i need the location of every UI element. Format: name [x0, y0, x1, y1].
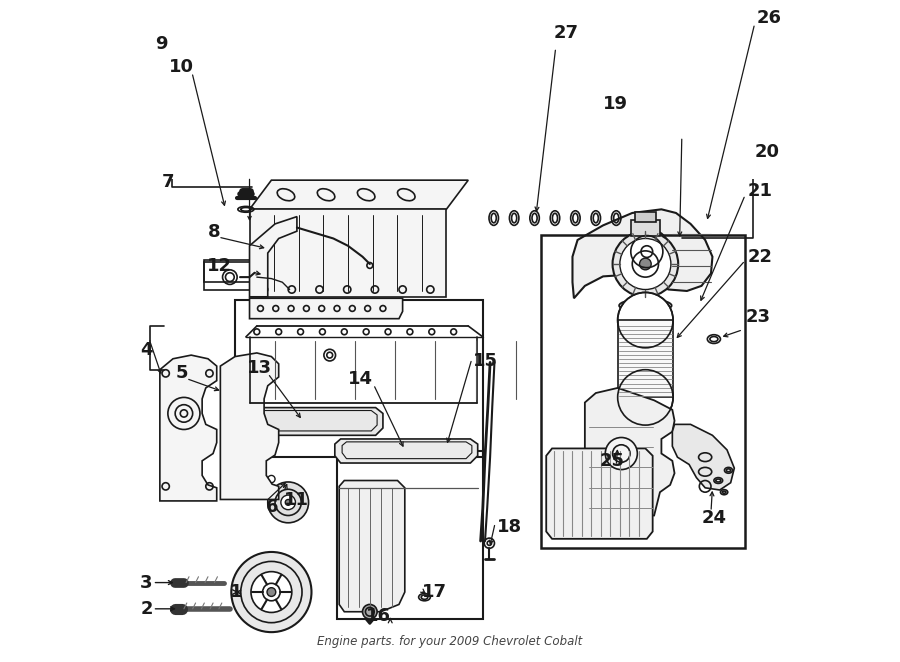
Polygon shape	[220, 353, 279, 499]
Circle shape	[252, 267, 262, 278]
Circle shape	[224, 373, 231, 381]
Polygon shape	[546, 448, 652, 539]
Circle shape	[267, 373, 275, 381]
Text: 14: 14	[348, 370, 373, 389]
Ellipse shape	[625, 302, 667, 310]
Text: 3: 3	[140, 573, 153, 592]
Circle shape	[281, 495, 295, 510]
Ellipse shape	[357, 189, 375, 201]
Text: 11: 11	[284, 491, 309, 508]
Polygon shape	[249, 216, 297, 297]
Circle shape	[267, 482, 309, 523]
Circle shape	[617, 293, 673, 348]
Text: 6: 6	[266, 498, 279, 516]
Bar	[541, 235, 745, 548]
Circle shape	[613, 231, 679, 297]
Text: 26: 26	[756, 9, 781, 27]
Text: 25: 25	[599, 452, 625, 470]
Text: 12: 12	[206, 257, 231, 275]
Circle shape	[324, 350, 336, 361]
Polygon shape	[339, 481, 405, 612]
Circle shape	[246, 450, 253, 457]
Polygon shape	[572, 209, 713, 299]
Text: 21: 21	[747, 182, 772, 200]
Circle shape	[365, 263, 372, 268]
Text: 24: 24	[701, 509, 726, 527]
Ellipse shape	[418, 594, 430, 601]
Ellipse shape	[277, 189, 294, 201]
Circle shape	[620, 238, 670, 289]
Text: 23: 23	[745, 308, 770, 326]
Polygon shape	[585, 388, 674, 516]
Bar	[635, 212, 655, 222]
Polygon shape	[249, 209, 446, 297]
Text: 16: 16	[366, 607, 392, 625]
Bar	[617, 320, 673, 397]
Ellipse shape	[619, 299, 671, 312]
Text: 13: 13	[248, 359, 273, 377]
Text: 22: 22	[747, 248, 772, 266]
Text: 10: 10	[169, 58, 194, 76]
Circle shape	[363, 604, 377, 619]
Ellipse shape	[318, 189, 335, 201]
Text: 5: 5	[176, 365, 188, 383]
Text: 19: 19	[603, 95, 628, 113]
Ellipse shape	[398, 189, 415, 201]
Polygon shape	[335, 439, 478, 463]
Polygon shape	[672, 424, 734, 490]
Bar	[235, 301, 482, 457]
Polygon shape	[249, 180, 468, 209]
Bar	[203, 260, 273, 289]
Text: 20: 20	[755, 143, 779, 161]
Circle shape	[617, 369, 673, 425]
Text: 17: 17	[422, 583, 447, 601]
Text: 1: 1	[230, 583, 242, 601]
Circle shape	[231, 552, 311, 632]
Text: 2: 2	[140, 600, 153, 618]
Polygon shape	[160, 355, 217, 501]
Text: 18: 18	[498, 518, 523, 536]
Circle shape	[267, 475, 275, 483]
Circle shape	[224, 475, 231, 483]
Circle shape	[484, 538, 494, 548]
Circle shape	[606, 438, 637, 469]
Text: 9: 9	[156, 35, 168, 53]
Circle shape	[624, 228, 670, 275]
Text: 27: 27	[554, 24, 579, 42]
Text: 15: 15	[473, 352, 499, 370]
Circle shape	[246, 392, 253, 399]
Bar	[631, 220, 660, 236]
Bar	[203, 261, 253, 282]
Text: 8: 8	[208, 223, 220, 241]
Polygon shape	[240, 408, 382, 436]
Polygon shape	[249, 299, 402, 318]
Circle shape	[251, 572, 292, 612]
Circle shape	[640, 258, 652, 270]
Text: Engine parts. for your 2009 Chevrolet Cobalt: Engine parts. for your 2009 Chevrolet Co…	[318, 635, 582, 648]
Circle shape	[267, 588, 275, 596]
Bar	[337, 451, 482, 619]
Text: 4: 4	[140, 341, 153, 359]
Text: 7: 7	[162, 173, 175, 191]
Circle shape	[285, 499, 291, 505]
